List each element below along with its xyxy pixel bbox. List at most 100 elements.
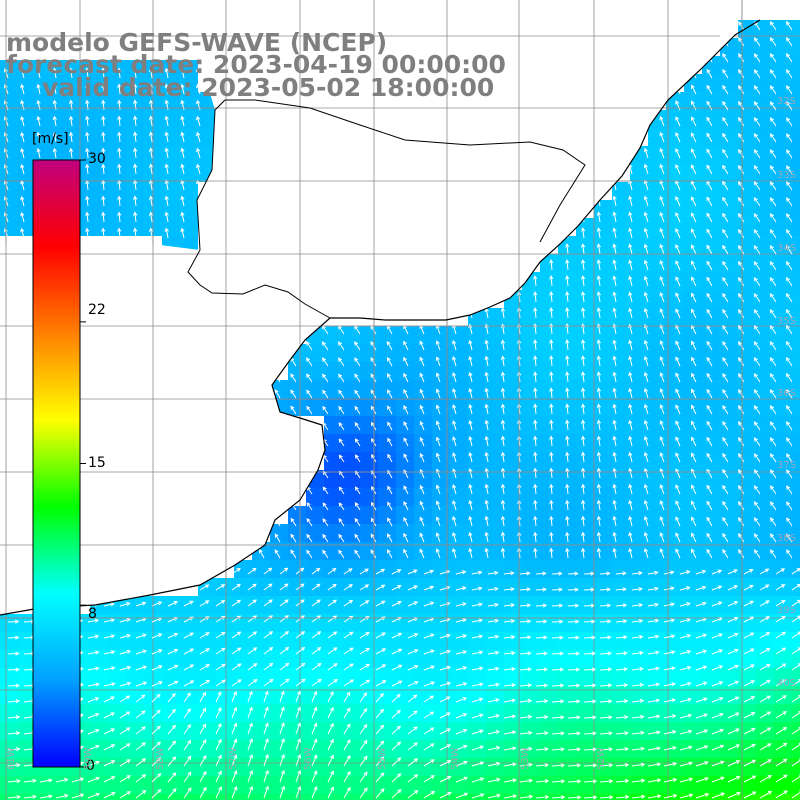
wind-arrow [117, 211, 122, 223]
field-cell [90, 668, 108, 686]
colorbar-tick-8: 8 [88, 606, 97, 622]
field-cell [558, 668, 576, 686]
field-cell [666, 218, 684, 236]
wind-arrow [36, 99, 41, 111]
wind-arrow [370, 357, 377, 367]
field-cell [108, 128, 126, 146]
field-cell [666, 362, 684, 380]
field-cell [522, 668, 540, 686]
field-cell [540, 344, 558, 362]
field-cell [288, 578, 306, 596]
wind-arrow [148, 195, 154, 207]
wind-arrow [722, 260, 729, 271]
wind-arrow [580, 355, 586, 367]
wind-arrow [738, 405, 745, 415]
field-cell [198, 722, 216, 740]
field-cell [792, 20, 800, 38]
field-cell [522, 488, 540, 506]
field-cell [738, 362, 756, 380]
field-cell [450, 506, 468, 524]
field-cell [558, 362, 576, 380]
field-cell [216, 740, 234, 758]
field-cell [486, 794, 504, 800]
wind-arrow [85, 227, 90, 239]
wind-arrow [164, 227, 169, 239]
field-cell [594, 434, 612, 452]
field-cell [702, 434, 720, 452]
field-cell [576, 506, 594, 524]
wind-arrow [500, 371, 506, 383]
field-cell [612, 434, 630, 452]
wind-arrow [117, 227, 122, 239]
wind-arrow [435, 324, 441, 335]
field-cell [270, 614, 288, 632]
field-cell [774, 722, 792, 740]
wind-arrow [659, 211, 665, 223]
field-cell [756, 110, 774, 128]
wind-arrow [722, 372, 729, 383]
wind-arrow [387, 405, 393, 415]
wind-arrow [722, 244, 729, 255]
wind-arrow [628, 211, 633, 223]
field-cell [648, 326, 666, 344]
field-cell [504, 614, 522, 632]
wind-arrow [643, 227, 649, 239]
wind-arrow [596, 371, 601, 383]
field-cell [414, 524, 432, 542]
field-cell [558, 470, 576, 488]
field-cell [396, 650, 414, 668]
wind-arrow [628, 195, 633, 207]
field-cell [702, 200, 720, 218]
field-cell [468, 560, 486, 578]
field-cell [666, 254, 684, 272]
field-cell [792, 110, 800, 128]
field-cell [648, 794, 666, 800]
field-cell [720, 434, 738, 452]
wind-arrow [690, 196, 697, 207]
field-cell [0, 722, 18, 740]
field-cell [756, 56, 774, 74]
field-cell [774, 650, 792, 668]
wind-arrow [533, 275, 538, 287]
field-cell [684, 614, 702, 632]
field-cell [270, 758, 288, 776]
wind-arrow [691, 324, 697, 335]
wind-arrow [196, 99, 201, 111]
field-cell [720, 92, 738, 110]
field-cell [342, 758, 360, 776]
wind-arrow [690, 164, 697, 175]
field-cell [612, 452, 630, 470]
wind-arrow [36, 131, 41, 143]
wind-arrow [3, 147, 9, 159]
wind-arrow [596, 259, 601, 271]
field-cell [720, 380, 738, 398]
field-cell [540, 596, 558, 614]
wind-arrow [85, 67, 90, 79]
field-cell [396, 596, 414, 614]
wind-arrow [596, 275, 601, 287]
field-cell [378, 776, 396, 794]
field-cell [288, 542, 306, 560]
field-cell [576, 470, 594, 488]
wind-arrow [3, 115, 9, 127]
wind-arrow [290, 373, 297, 383]
field-cell [558, 722, 576, 740]
field-cell [576, 362, 594, 380]
wind-arrow [690, 132, 697, 143]
field-cell [234, 614, 252, 632]
wind-arrow [338, 357, 345, 367]
field-cell [756, 398, 774, 416]
field-cell [18, 686, 36, 704]
field-cell [342, 542, 360, 560]
field-cell [288, 758, 306, 776]
wind-arrow [354, 373, 361, 383]
field-cell [576, 308, 594, 326]
field-cell [612, 524, 630, 542]
field-cell [594, 740, 612, 758]
field-cell [684, 218, 702, 236]
field-cell [342, 470, 360, 488]
field-cell [792, 362, 800, 380]
field-cell [18, 128, 36, 146]
field-cell [342, 596, 360, 614]
field-cell [540, 380, 558, 398]
